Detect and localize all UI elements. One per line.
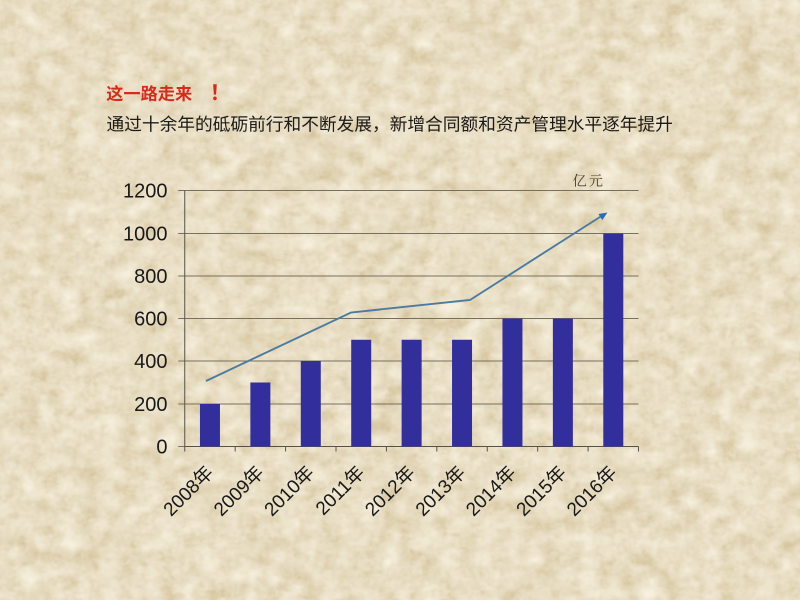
svg-text:0: 0 <box>156 437 167 459</box>
svg-text:200: 200 <box>134 394 167 416</box>
svg-text:600: 600 <box>134 309 167 331</box>
svg-text:1200: 1200 <box>123 181 168 203</box>
svg-text:800: 800 <box>134 266 167 288</box>
svg-text:400: 400 <box>134 351 167 373</box>
svg-text:1000: 1000 <box>123 224 168 246</box>
